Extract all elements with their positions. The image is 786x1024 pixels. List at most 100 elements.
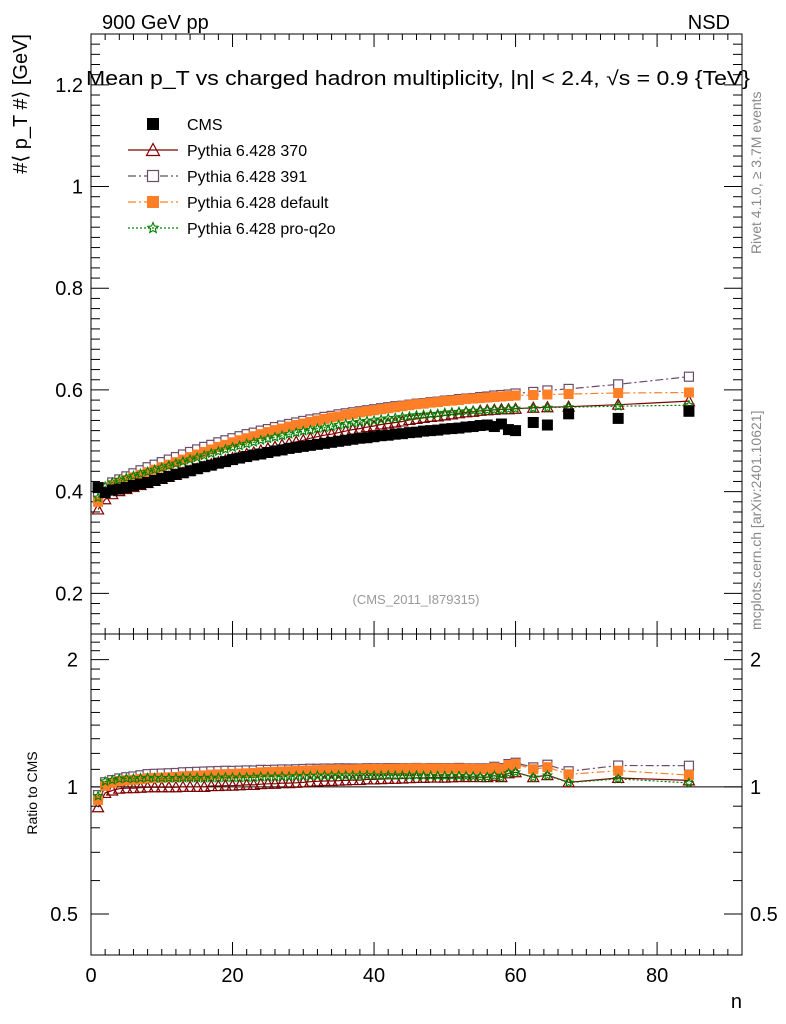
data-point-pythia-6-428-pro-q2o xyxy=(134,467,147,479)
legend-label-cms: CMS xyxy=(187,117,223,134)
ratio-point-pythia-6-428-370 xyxy=(162,780,176,793)
ratio-point-pythia-6-428-pro-q2o xyxy=(612,772,624,784)
legend-label-pythia-6-428-pro-q2o: Pythia 6.428 pro-q2o xyxy=(187,221,336,238)
ratio-y-tick-label: 2 xyxy=(750,650,761,672)
data-point-pythia-6-428-pro-q2o xyxy=(262,432,274,444)
ratio-point-pythia-6-428-pro-q2o xyxy=(99,775,111,787)
data-point-pythia-6-428-pro-q2o xyxy=(127,469,140,481)
x-tick-label: 0 xyxy=(85,965,96,987)
data-point-pythia-6-428-pro-q2o xyxy=(177,455,189,467)
ratio-y-axis-label: Ratio to CMS xyxy=(24,751,40,834)
ratio-point-pythia-6-428-pro-q2o xyxy=(467,770,479,782)
ratio-point-pythia-6-428-pro-q2o xyxy=(562,776,575,788)
data-point-pythia-6-428-370 xyxy=(91,502,105,515)
data-point-cms xyxy=(563,408,575,420)
data-point-cms xyxy=(527,416,539,428)
ratio-point-pythia-6-428-370 xyxy=(134,780,148,793)
y-tick-label: 0.2 xyxy=(55,583,83,605)
data-point-pythia-6-428-pro-q2o xyxy=(191,451,203,463)
data-point-pythia-6-428-pro-q2o xyxy=(141,465,154,477)
data-point-pythia-6-428-pro-q2o xyxy=(276,429,288,441)
data-point-pythia-6-428-pro-q2o xyxy=(198,449,210,461)
data-point-pythia-6-428-370 xyxy=(374,417,388,430)
ratio-y-tick-label: 0.5 xyxy=(750,904,778,926)
y-tick-label: 0.8 xyxy=(55,278,83,300)
data-point-pythia-6-428-pro-q2o xyxy=(325,420,338,432)
ratio-point-pythia-6-428-pro-q2o xyxy=(488,769,500,781)
legend-label-pythia-6-428-391: Pythia 6.428 391 xyxy=(187,169,307,186)
ratio-point-pythia-6-428-370 xyxy=(190,780,204,792)
data-point-pythia-6-428-pro-q2o xyxy=(241,437,253,449)
ratio-point-pythia-6-428-370 xyxy=(183,780,197,792)
ratio-point-pythia-6-428-370 xyxy=(91,800,105,813)
ratio-point-pythia-6-428-370 xyxy=(169,780,183,793)
data-point-cms xyxy=(495,418,507,430)
data-point-pythia-6-428-370 xyxy=(360,420,374,433)
ratio-point-pythia-6-428-pro-q2o xyxy=(92,790,104,801)
ratio-point-pythia-6-428-370 xyxy=(247,778,261,791)
data-point-pythia-6-428-pro-q2o xyxy=(304,424,317,435)
data-point-pythia-6-428-pro-q2o xyxy=(541,401,554,413)
data-point-pythia-6-428-pro-q2o xyxy=(233,439,246,451)
ratio-point-pythia-6-428-370 xyxy=(310,774,324,787)
data-point-pythia-6-428-default xyxy=(542,389,553,400)
data-point-pythia-6-428-pro-q2o xyxy=(226,441,239,453)
ratio-y-tick-label: 2 xyxy=(67,650,78,672)
ratio-point-pythia-6-428-370 xyxy=(317,774,332,787)
data-point-pythia-6-428-pro-q2o xyxy=(248,436,260,448)
data-point-pythia-6-428-370 xyxy=(445,407,459,420)
ratio-point-pythia-6-428-370 xyxy=(240,778,254,791)
ratio-point-pythia-6-428-370 xyxy=(218,778,232,791)
ratio-y-tick-label: 0.5 xyxy=(50,904,78,926)
ratio-point-pythia-6-428-370 xyxy=(226,778,240,791)
legend-marker-pythia-6-428-391 xyxy=(146,169,160,183)
data-point-pythia-6-428-pro-q2o xyxy=(170,457,182,469)
data-point-pythia-6-428-pro-q2o xyxy=(219,443,232,455)
ratio-point-pythia-6-428-pro-q2o xyxy=(527,771,539,783)
ratio-point-pythia-6-428-370 xyxy=(282,776,296,789)
ratio-point-pythia-6-428-370 xyxy=(254,777,268,790)
ratio-point-pythia-6-428-370 xyxy=(540,768,554,781)
ratio-point-pythia-6-428-370 xyxy=(141,780,155,793)
ratio-point-pythia-6-428-370 xyxy=(424,770,438,783)
ratio-point-pythia-6-428-370 xyxy=(332,773,346,786)
y-tick-label: 0.4 xyxy=(55,482,83,504)
data-point-cms xyxy=(612,412,624,424)
data-point-pythia-6-428-pro-q2o xyxy=(212,445,225,457)
data-point-pythia-6-428-pro-q2o xyxy=(509,402,522,414)
analysis-watermark: (CMS_2011_I879315) xyxy=(353,592,480,607)
legend-marker-pythia-6-428-370 xyxy=(145,142,161,157)
data-point-pythia-6-428-default xyxy=(510,390,521,401)
data-point-pythia-6-428-default xyxy=(528,390,539,401)
ratio-y-tick-label: 1 xyxy=(750,777,761,799)
ratio-panel: 0 20 40 60 80 0.5 0.5 1 1 2 2 xyxy=(50,633,778,987)
ratio-point-pythia-6-428-pro-q2o xyxy=(495,771,508,783)
data-point-cms xyxy=(510,425,522,437)
data-point-pythia-6-428-pro-q2o xyxy=(120,471,133,483)
data-point-pythia-6-428-pro-q2o xyxy=(163,459,175,471)
data-point-pythia-6-428-pro-q2o xyxy=(156,461,168,473)
legend-label-pythia-6-428-default: Pythia 6.428 default xyxy=(187,195,329,212)
process-label: NSD xyxy=(688,12,730,34)
data-point-pythia-6-428-391 xyxy=(613,379,624,390)
ratio-point-pythia-6-428-370 xyxy=(112,781,126,794)
rivet-version-label: Rivet 4.1.0, ≥ 3.7M events xyxy=(748,91,764,254)
ratio-point-pythia-6-428-370 xyxy=(275,776,289,789)
data-point-pythia-6-428-pro-q2o xyxy=(290,426,302,438)
data-point-pythia-6-428-pro-q2o xyxy=(149,463,161,475)
ratio-y-tick-label: 1 xyxy=(67,777,78,799)
ratio-point-pythia-6-428-370 xyxy=(339,773,353,786)
data-point-pythia-6-428-370 xyxy=(682,394,696,407)
ratio-point-pythia-6-428-pro-q2o xyxy=(683,777,695,788)
data-point-pythia-6-428-pro-q2o xyxy=(113,473,125,485)
data-point-pythia-6-428-391 xyxy=(683,371,695,382)
data-point-pythia-6-428-pro-q2o xyxy=(283,428,295,439)
ratio-point-pythia-6-428-370 xyxy=(204,779,218,792)
data-point-pythia-6-428-370 xyxy=(381,416,395,429)
ratio-point-pythia-6-428-370 xyxy=(431,770,445,783)
ratio-point-pythia-6-428-370 xyxy=(438,770,452,783)
legend: CMS Pythia 6.428 370 Pythia 6.428 391 Pythi… xyxy=(128,117,336,238)
data-point-cms xyxy=(683,405,695,417)
data-point-pythia-6-428-pro-q2o xyxy=(205,447,217,459)
ratio-point-pythia-6-428-370 xyxy=(126,781,140,794)
